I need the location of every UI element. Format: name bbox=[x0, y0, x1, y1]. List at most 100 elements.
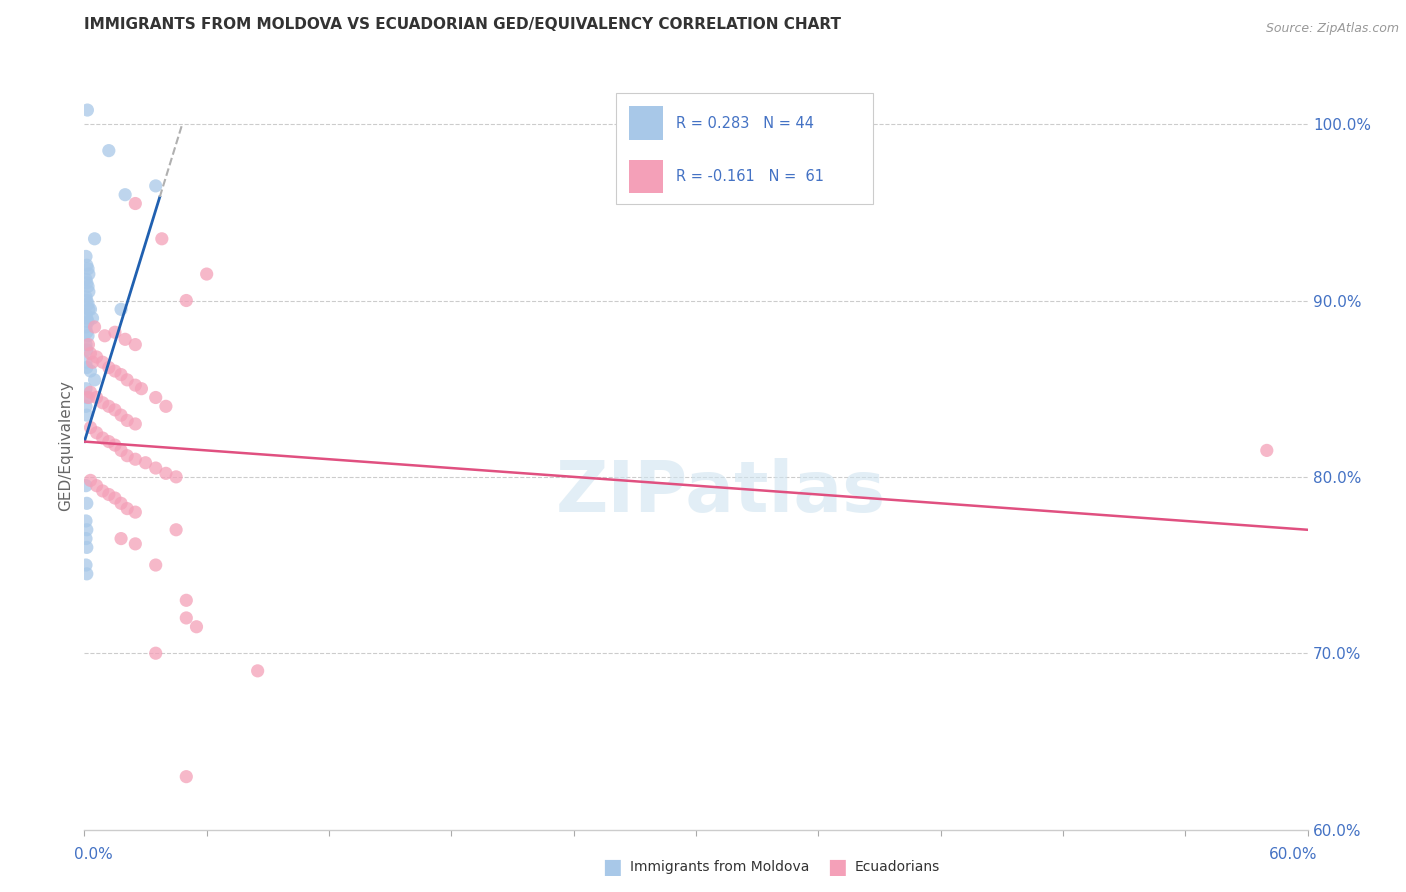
Point bbox=[135, 456, 157, 470]
Point bbox=[79, 474, 101, 488]
Text: ■: ■ bbox=[602, 857, 621, 877]
Point bbox=[76, 276, 98, 290]
Point bbox=[86, 425, 108, 440]
Point bbox=[79, 346, 101, 360]
Point bbox=[115, 501, 138, 516]
Point bbox=[79, 385, 101, 400]
Point bbox=[110, 443, 132, 458]
Point bbox=[76, 360, 98, 375]
Point bbox=[124, 417, 146, 431]
Point bbox=[165, 523, 187, 537]
Point bbox=[145, 558, 167, 572]
Point bbox=[75, 308, 97, 322]
Point bbox=[165, 470, 187, 484]
Point bbox=[77, 279, 100, 293]
Point bbox=[76, 541, 98, 555]
Point bbox=[91, 355, 114, 369]
Point bbox=[114, 332, 136, 346]
Point bbox=[91, 396, 114, 410]
Point bbox=[86, 350, 108, 364]
Point bbox=[246, 664, 269, 678]
Point bbox=[86, 478, 108, 492]
Text: Immigrants from Moldova: Immigrants from Moldova bbox=[630, 860, 810, 874]
Point bbox=[76, 523, 98, 537]
Point bbox=[124, 196, 146, 211]
Point bbox=[114, 187, 136, 202]
Point bbox=[83, 232, 105, 246]
Point bbox=[124, 452, 146, 467]
Point bbox=[86, 391, 108, 405]
Point bbox=[83, 373, 105, 387]
Point bbox=[97, 360, 120, 375]
Point bbox=[110, 368, 132, 382]
Point bbox=[115, 373, 138, 387]
Point bbox=[91, 483, 114, 498]
Point bbox=[79, 364, 101, 378]
Point bbox=[110, 532, 132, 546]
Point bbox=[93, 328, 115, 343]
Point bbox=[110, 496, 132, 510]
Point bbox=[82, 311, 104, 326]
Point bbox=[76, 496, 98, 510]
Point bbox=[76, 311, 98, 326]
Point bbox=[145, 391, 167, 405]
Point bbox=[104, 438, 127, 452]
Point bbox=[75, 382, 97, 396]
Point bbox=[195, 267, 218, 281]
Point bbox=[115, 413, 138, 427]
Point bbox=[110, 408, 132, 422]
Point bbox=[76, 566, 98, 581]
Y-axis label: GED/Equivalency: GED/Equivalency bbox=[58, 381, 73, 511]
Point bbox=[77, 285, 100, 299]
Point bbox=[75, 514, 97, 528]
Point bbox=[145, 461, 167, 475]
Point bbox=[76, 293, 98, 308]
Point bbox=[75, 337, 97, 351]
Point bbox=[77, 337, 100, 351]
Point bbox=[83, 320, 105, 334]
Text: 0.0%: 0.0% bbox=[75, 847, 112, 863]
Point bbox=[124, 337, 146, 351]
Point bbox=[174, 293, 197, 308]
Point bbox=[76, 391, 98, 405]
Point bbox=[131, 382, 153, 396]
Point bbox=[97, 487, 120, 501]
Point bbox=[79, 420, 101, 434]
Text: IMMIGRANTS FROM MOLDOVA VS ECUADORIAN GED/EQUIVALENCY CORRELATION CHART: IMMIGRANTS FROM MOLDOVA VS ECUADORIAN GE… bbox=[84, 17, 841, 32]
Point bbox=[76, 258, 98, 272]
Point bbox=[174, 611, 197, 625]
Text: ZIPatlas: ZIPatlas bbox=[555, 458, 886, 526]
Point bbox=[155, 400, 177, 414]
Point bbox=[97, 434, 120, 449]
Text: 60.0%: 60.0% bbox=[1270, 847, 1317, 863]
Point bbox=[75, 290, 97, 304]
Point bbox=[145, 178, 167, 193]
Text: Source: ZipAtlas.com: Source: ZipAtlas.com bbox=[1265, 22, 1399, 36]
Point bbox=[174, 770, 197, 784]
Point bbox=[150, 232, 173, 246]
Point bbox=[76, 103, 98, 117]
Point bbox=[75, 320, 97, 334]
Point bbox=[104, 402, 127, 417]
Point bbox=[75, 478, 97, 492]
Point bbox=[145, 646, 167, 660]
Point bbox=[104, 491, 127, 505]
Point bbox=[77, 261, 100, 276]
Point bbox=[77, 328, 100, 343]
Point bbox=[77, 297, 100, 311]
Point bbox=[75, 249, 97, 263]
Point bbox=[115, 449, 138, 463]
Point bbox=[155, 467, 177, 481]
Point bbox=[124, 378, 146, 392]
Point bbox=[75, 532, 97, 546]
Text: ■: ■ bbox=[827, 857, 846, 877]
Point bbox=[75, 355, 97, 369]
Point bbox=[82, 355, 104, 369]
Point bbox=[97, 144, 120, 158]
Point bbox=[76, 325, 98, 339]
Point bbox=[77, 267, 100, 281]
Point bbox=[97, 400, 120, 414]
Point bbox=[76, 408, 98, 422]
Point bbox=[77, 315, 100, 329]
Point bbox=[174, 593, 197, 607]
